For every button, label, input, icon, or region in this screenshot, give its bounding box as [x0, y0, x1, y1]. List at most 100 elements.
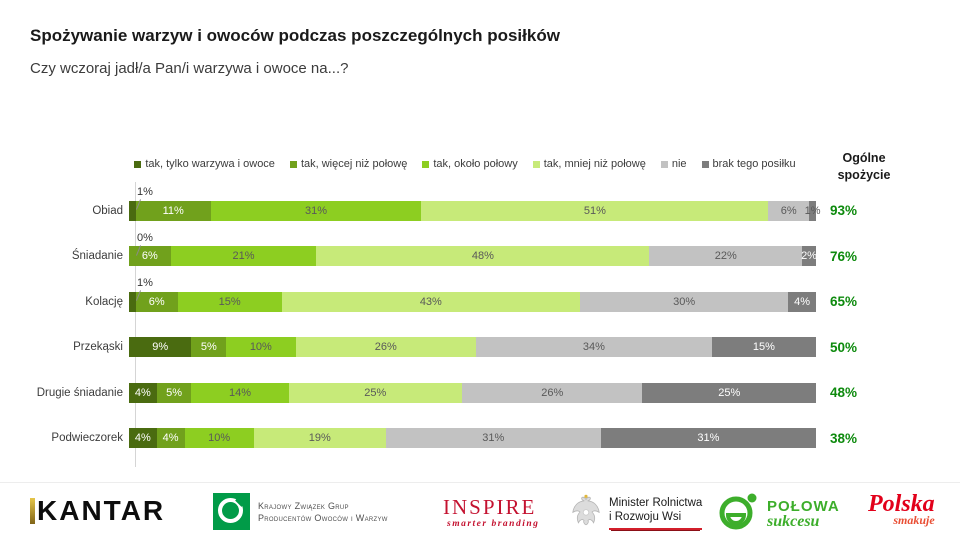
segment-value-label: 34% [582, 341, 605, 354]
bar-segment: 4% [129, 428, 157, 449]
bar-segment: 6% [135, 291, 178, 312]
segment-value-label: 6% [141, 250, 158, 263]
minister-logo-text: Minister Rolnictwa i Rozwoju Wsi [609, 496, 703, 530]
legend-swatch [532, 160, 540, 168]
segment-value-label: 4% [134, 386, 151, 399]
chart-row: Obiad 11% 31% 51% 6% 1% 1% 93% [30, 186, 900, 234]
segment-value-label: 26% [374, 341, 397, 354]
bar-segment: 4% [156, 428, 185, 449]
legend-swatch [422, 160, 430, 168]
segment-value-label: 31% [305, 204, 328, 217]
segment-value-label: 1% [804, 204, 821, 217]
category-label: Śniadanie [71, 250, 123, 263]
bar-segment: 1% [804, 200, 821, 221]
bar-segment: 21% [170, 246, 317, 267]
total-value: 76% [830, 248, 858, 264]
stacked-bar: 4% 4% 10% 19% 31% 31% [129, 428, 816, 449]
bar-segment: 43% [281, 291, 581, 312]
category-label: Podwieczorek [51, 432, 123, 445]
legend-label: tak, więcej niż połowę [300, 158, 408, 170]
total-column-header: Ogólne spożycie [837, 151, 891, 182]
legend-item: tak, tylko warzywa i owoce [134, 158, 275, 170]
callout-value-label: 1% [137, 277, 153, 289]
bar-segment [129, 291, 136, 312]
segment-value-label: 30% [673, 295, 696, 308]
segment-value-label: 14% [228, 386, 252, 399]
legend-item: tak, więcej niż połowę [289, 158, 408, 170]
total-value: 50% [830, 339, 858, 355]
minister-logo: Minister Rolnictwa i Rozwoju Wsi [570, 493, 703, 532]
bar-segment: 34% [475, 337, 712, 358]
segment-value-label: 31% [482, 432, 505, 445]
bar-segment: 51% [421, 200, 769, 221]
total-value: 65% [830, 294, 858, 310]
inspire-logo: INSPIRE smarter branding [443, 497, 539, 530]
legend-swatch [660, 160, 668, 168]
chart-legend: tak, tylko warzywa i owoce tak, więcej ni… [134, 158, 796, 170]
bar-segment: 26% [462, 382, 643, 403]
segment-value-label: 10% [208, 432, 231, 445]
polowa-logo-text: POŁOWA sukcesu [767, 497, 840, 530]
stacked-bar: 11% 31% 51% 6% 1% [129, 200, 821, 221]
segment-value-label: 15% [752, 341, 775, 354]
segment-value-label: 4% [162, 432, 179, 445]
callout-value-label: 0% [137, 231, 153, 244]
legend-swatch [289, 160, 297, 168]
stacked-bar: 6% 21% 48% 22% 2% [129, 246, 817, 267]
footer-logos: KANTAR Krajowy Związek Grup Producentów … [0, 482, 960, 540]
survey-question: Czy wczoraj jadł/a Pan/i warzywa i owoce… [30, 60, 349, 77]
chart-row: Kolację 6% 15% 43% 30% 4% 1% 65% [30, 277, 900, 325]
segment-value-label: 5% [166, 386, 183, 399]
segment-value-label: 6% [148, 295, 165, 308]
bar-segment: 6% [768, 200, 810, 221]
bar-segment: 31% [600, 428, 816, 449]
chart-row: Przekąski 9% 5% 10% 26% 34% 15% 50% [30, 325, 900, 371]
segment-value-label: 2% [801, 250, 817, 263]
bar-segment: 25% [288, 382, 463, 403]
page-title: Spożywanie warzyw i owoców podczas poszc… [30, 26, 560, 45]
legend-label: tak, mniej niż połowę [543, 158, 646, 170]
axis-line [135, 182, 136, 467]
bar-segment: 10% [184, 428, 254, 449]
segment-value-label: 6% [780, 204, 797, 217]
legend-item: brak tego posiłku [701, 158, 796, 170]
legend-item: tak, około połowy [422, 158, 518, 170]
polowa-sukcesu-logo: POŁOWA sukcesu [718, 491, 840, 536]
bar-segment: 5% [191, 337, 227, 358]
bar-segment: 5% [156, 382, 192, 403]
segment-value-label: 25% [364, 386, 387, 399]
category-label: Przekąski [73, 341, 123, 354]
legend-label: nie [671, 158, 687, 170]
bar-segment [129, 200, 136, 221]
bar-segment: 9% [129, 337, 192, 358]
segment-value-label: 25% [718, 386, 741, 399]
legend-label: tak, około połowy [433, 158, 518, 170]
bar-segment: 31% [210, 200, 422, 221]
bar-segment: 26% [295, 337, 476, 358]
bar-segment: 19% [253, 428, 386, 449]
kantar-logo-text: KANTAR [37, 495, 166, 526]
segment-value-label: 51% [583, 204, 606, 217]
category-label: Obiad [92, 204, 123, 217]
segment-value-label: 15% [218, 295, 241, 308]
chart-row: Śniadanie 6% 21% 48% 22% 2% 0% 76% [30, 231, 900, 280]
bar-segment: 15% [177, 291, 282, 312]
total-value: 48% [830, 385, 858, 401]
stacked-bar: 6% 15% 43% 30% 4% [129, 291, 816, 312]
stacked-bar: 4% 5% 14% 25% 26% 25% [129, 382, 816, 403]
chart-rows: Obiad 11% 31% 51% 6% 1% 1% 93% Śniadanie 6% 21% 48%… [30, 182, 900, 467]
segment-value-label: 4% [134, 432, 151, 445]
callout-value-label: 1% [137, 186, 153, 198]
kantar-logo-mark [30, 498, 35, 524]
bar-segment: 4% [788, 291, 816, 312]
kantar-logo: KANTAR [30, 495, 165, 527]
legend-label: brak tego posiłku [712, 158, 796, 170]
legend-label: tak, tylko warzywa i owoce [145, 158, 275, 170]
legend-item: tak, mniej niż połowę [532, 158, 646, 170]
eagle-emblem-icon [570, 493, 602, 532]
kzg-logo: Krajowy Związek Grup Producentów Owoców … [213, 493, 388, 530]
bar-segment: 25% [642, 382, 816, 403]
segment-value-label: 11% [162, 204, 184, 217]
category-label: Kolację [85, 295, 123, 308]
legend-item: nie [660, 158, 687, 170]
